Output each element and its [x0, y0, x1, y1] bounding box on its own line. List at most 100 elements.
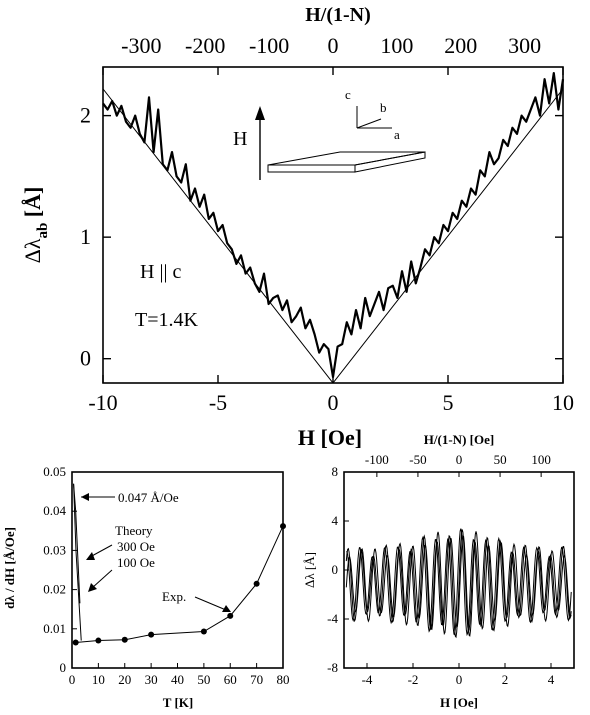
br-y-tick-label: 0 [332, 562, 339, 577]
br-y-tick-label: 8 [332, 464, 339, 479]
top-y-axis-label: Δλab [Å] [20, 187, 51, 264]
br-y-tick-label: -4 [327, 611, 338, 626]
br-x-tick-label: -2 [408, 672, 419, 687]
top-x-tick-label: 10 [552, 390, 574, 415]
top-x2-tick-label: 300 [508, 33, 541, 58]
bl-exp-point [148, 631, 155, 638]
bl-y-ticks: 0 0.01 0.02 0.03 0.04 0.05 [43, 464, 77, 675]
br-plot-area [345, 528, 572, 639]
value-label: 0.047 Å/Oe [118, 490, 179, 505]
top-y-label-sub: ab [35, 223, 51, 239]
bl-series-exp [75, 525, 284, 644]
top-x-tick-label: 5 [443, 390, 454, 415]
crystal-axis-b [356, 118, 382, 129]
top-y-tick-label: 1 [80, 224, 91, 249]
exp-arrow-head [222, 605, 231, 612]
bl-x-tick-label: 70 [250, 672, 263, 687]
top-x2-ticks: -300 -200 -100 0 100 200 300 [121, 33, 541, 58]
bl-x-tick-label: 50 [197, 672, 210, 687]
bl-series-theory-100 [73, 483, 82, 641]
axis-c-label: c [345, 87, 351, 102]
top-experimental-series [102, 71, 565, 379]
sample-slab-side [354, 151, 426, 173]
br-trace [345, 531, 572, 637]
top-x2-tick-label: -300 [121, 33, 161, 58]
br-x-tick-label: 4 [548, 672, 555, 687]
exp-arrow-line [194, 596, 227, 611]
axis-b-label: b [380, 100, 387, 115]
bl-y-tick-label: 0.01 [43, 621, 66, 636]
br-x-tick-label: 2 [502, 672, 509, 687]
br-x2-axis-label: H/(1-N) [Oe] [424, 432, 494, 447]
axis-a-label: a [394, 127, 400, 142]
value-arrow-head [81, 493, 89, 501]
bl-x-tick-label: 0 [69, 672, 76, 687]
bl-exp-point [280, 523, 286, 530]
bl-y-tick-label: 0.03 [43, 542, 66, 557]
top-plot-area [102, 71, 565, 384]
sample-inset: H c b a [233, 87, 426, 180]
br-y-tick-label: -8 [327, 660, 338, 675]
top-x-tick-label: -5 [209, 390, 227, 415]
bl-x-axis-label: T [K] [163, 695, 193, 710]
svg-text:Δλab [Å]: Δλab [Å] [20, 187, 51, 264]
bl-exp-point [200, 628, 207, 635]
top-x-tick-label: 0 [328, 390, 339, 415]
bl-y-axis-label: dλ / dH [Å/Oe] [2, 527, 17, 609]
top-x-tick-label: -10 [88, 390, 117, 415]
br-y-axis-label: Δλ [Å] [302, 552, 317, 588]
br-x2-tick-label: -50 [409, 452, 426, 467]
bottom-right-panel: H/(1-N) [Oe] -100 -50 0 50 100 -4 -2 0 2 4 -8 -4 0… [302, 432, 575, 710]
top-y-tick-label: 0 [80, 346, 91, 371]
bl-exp-point [121, 636, 128, 643]
br-x-tick-label: 0 [456, 672, 463, 687]
top-x-axis-label: H [Oe] [298, 425, 362, 450]
bl-x-ticks: 0 10 20 30 40 50 60 70 80 [69, 663, 290, 687]
bl-x-tick-label: 60 [224, 672, 237, 687]
bl-x-tick-label: 10 [92, 672, 105, 687]
br-x-tick-label: -4 [362, 672, 373, 687]
br-trace [346, 528, 572, 637]
br-y-ticks: -8 -4 0 4 8 [327, 464, 349, 675]
sample-slab-front [267, 164, 356, 173]
top-x-ticks: -10 -5 0 5 10 [88, 67, 574, 415]
theory-300-arrow-line [89, 544, 113, 558]
theory-100-label: 100 Oe [117, 555, 155, 570]
bl-exp-point [72, 639, 79, 646]
field-arrow-head [255, 106, 265, 120]
exp-label: Exp. [162, 589, 186, 604]
top-x2-tick-label: -100 [249, 33, 289, 58]
bl-x-tick-label: 80 [277, 672, 290, 687]
bl-exp-point [227, 612, 234, 619]
top-y-label-main: Δλ [20, 238, 45, 263]
bl-x-tick-label: 40 [171, 672, 184, 687]
bl-x-tick-label: 20 [118, 672, 131, 687]
br-x2-tick-label: 50 [494, 452, 507, 467]
temperature-label: T=1.4K [135, 309, 198, 331]
br-y-tick-label: 4 [332, 513, 339, 528]
br-x2-tick-label: -100 [365, 452, 389, 467]
bl-exp-point [95, 637, 102, 644]
top-x2-tick-label: 0 [328, 33, 339, 58]
top-x2-tick-label: 100 [380, 33, 413, 58]
top-y-label-unit: [Å] [20, 187, 45, 223]
theory-300-arrow-head [86, 552, 95, 560]
bl-y-tick-label: 0 [60, 660, 67, 675]
br-x2-ticks: -100 -50 0 50 100 [365, 452, 551, 477]
bl-exp-point [253, 580, 260, 587]
bl-y-tick-label: 0.02 [43, 582, 66, 597]
top-x2-tick-label: 200 [444, 33, 477, 58]
top-fit-line [102, 88, 564, 384]
bl-x-tick-label: 30 [145, 672, 158, 687]
bottom-left-panel: 0 10 20 30 40 50 60 70 80 00.010.020.030.040.05 … [2, 464, 290, 710]
theory-100-arrow-line [91, 569, 113, 589]
top-y-tick-label: 2 [80, 103, 91, 128]
theory-label: Theory [115, 523, 153, 538]
bl-y-tick-label: 0.05 [43, 464, 66, 479]
bl-y-tick-label: 0.04 [43, 503, 66, 518]
bl-plot-area [72, 483, 286, 646]
theory-100-arrow-head [88, 583, 97, 592]
br-x-axis-label: H [Oe] [440, 695, 478, 710]
br-x2-tick-label: 0 [456, 452, 463, 467]
